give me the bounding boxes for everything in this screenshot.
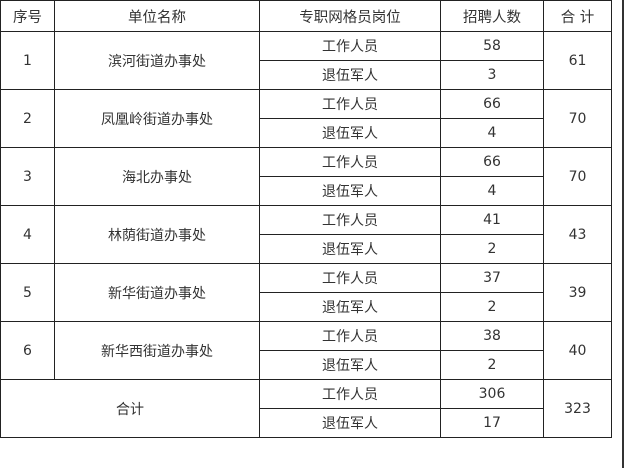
row-post-staff: 工作人员 <box>259 205 441 235</box>
row-post-staff: 工作人员 <box>259 147 441 177</box>
header-post: 专职网格员岗位 <box>259 0 441 32</box>
row-post-veteran: 退伍军人 <box>259 118 441 148</box>
row-post-veteran: 退伍军人 <box>259 350 441 380</box>
row-post-staff: 工作人员 <box>259 321 441 351</box>
row-post-staff: 工作人员 <box>259 89 441 119</box>
row-post-veteran: 退伍军人 <box>259 234 441 264</box>
row-total: 70 <box>543 147 612 206</box>
table-row: 4 林荫街道办事处 工作人员 41 43 <box>0 205 612 264</box>
row-post-staff: 工作人员 <box>259 31 441 61</box>
recruitment-table: 序号 单位名称 专职网格员岗位 招聘人数 合 计 1 滨河街道办事处 工作人员 58 6… <box>0 0 612 438</box>
row-post-veteran: 退伍军人 <box>259 60 441 90</box>
row-unit: 新华街道办事处 <box>54 263 260 322</box>
summary-label: 合计 <box>0 379 260 438</box>
row-no: 6 <box>0 321 55 380</box>
row-count-staff: 38 <box>440 321 544 351</box>
row-total: 40 <box>543 321 612 380</box>
row-count-staff: 58 <box>440 31 544 61</box>
row-total: 61 <box>543 31 612 90</box>
summary-row: 合计 工作人员 306 323 <box>0 379 612 438</box>
row-count-veteran: 4 <box>440 118 544 148</box>
row-count-staff: 66 <box>440 89 544 119</box>
table-row: 退伍军人 2 <box>1 292 612 322</box>
table-row: 2 凤凰岭街道办事处 工作人员 66 70 <box>0 89 612 148</box>
table-row: 退伍军人 3 <box>1 60 612 90</box>
row-unit: 滨河街道办事处 <box>54 31 260 90</box>
row-count-veteran: 2 <box>440 292 544 322</box>
right-edge <box>622 0 632 468</box>
header-count: 招聘人数 <box>440 0 544 32</box>
header-no: 序号 <box>0 0 55 32</box>
row-post-staff: 工作人员 <box>259 263 441 293</box>
row-no: 5 <box>0 263 55 322</box>
row-post-veteran: 退伍军人 <box>259 176 441 206</box>
row-total: 43 <box>543 205 612 264</box>
summary-post-veteran: 退伍军人 <box>259 408 441 438</box>
header-row: 序号 单位名称 专职网格员岗位 招聘人数 合 计 <box>0 0 612 32</box>
row-unit: 凤凰岭街道办事处 <box>54 89 260 148</box>
row-count-staff: 66 <box>440 147 544 177</box>
summary-row: 退伍军人 17 <box>1 408 612 438</box>
row-total: 39 <box>543 263 612 322</box>
row-unit: 海北办事处 <box>54 147 260 206</box>
row-count-staff: 37 <box>440 263 544 293</box>
row-no: 4 <box>0 205 55 264</box>
table-row: 3 海北办事处 工作人员 66 70 <box>0 147 612 206</box>
row-no: 3 <box>0 147 55 206</box>
row-post-veteran: 退伍军人 <box>259 292 441 322</box>
summary-post-staff: 工作人员 <box>259 379 441 409</box>
row-count-staff: 41 <box>440 205 544 235</box>
summary-count-staff: 306 <box>440 379 544 409</box>
summary-total: 323 <box>543 379 612 438</box>
table-row: 6 新华西街道办事处 工作人员 38 40 <box>0 321 612 380</box>
table-row: 退伍军人 4 <box>1 176 612 206</box>
row-total: 70 <box>543 89 612 148</box>
row-unit: 林荫街道办事处 <box>54 205 260 264</box>
row-no: 2 <box>0 89 55 148</box>
row-count-veteran: 4 <box>440 176 544 206</box>
row-unit: 新华西街道办事处 <box>54 321 260 380</box>
table-row: 5 新华街道办事处 工作人员 37 39 <box>0 263 612 322</box>
row-count-veteran: 3 <box>440 60 544 90</box>
summary-count-veteran: 17 <box>440 408 544 438</box>
row-count-veteran: 2 <box>440 350 544 380</box>
header-unit: 单位名称 <box>54 0 260 32</box>
row-count-veteran: 2 <box>440 234 544 264</box>
table-row: 1 滨河街道办事处 工作人员 58 61 <box>0 31 612 90</box>
row-no: 1 <box>0 31 55 90</box>
header-total: 合 计 <box>543 0 612 32</box>
